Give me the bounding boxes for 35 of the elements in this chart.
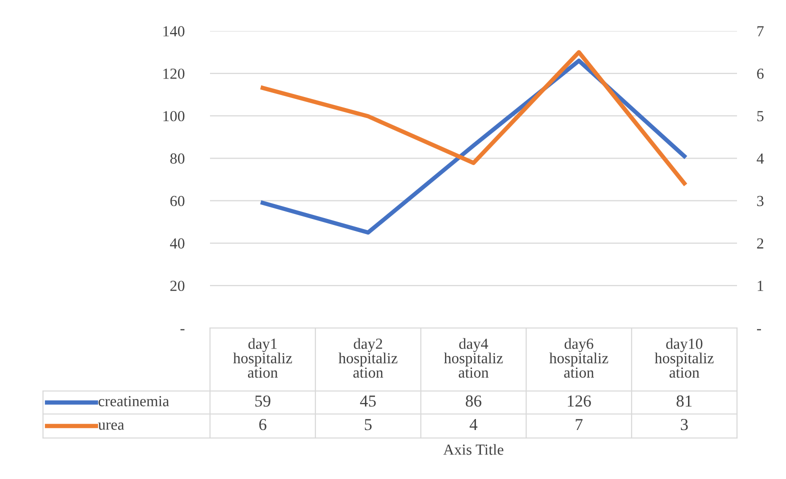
y-tick-label: 80	[170, 153, 184, 164]
y-tick-label: 140	[163, 26, 184, 36]
data-label: 6	[259, 418, 266, 430]
legend-label: urea	[98, 422, 124, 430]
y2-tick-label: 3	[757, 196, 764, 206]
x-axis-title: Axis Title	[443, 444, 504, 455]
y-tick-label: 40	[170, 238, 184, 249]
y2-tick-label: 7	[757, 26, 764, 36]
y2-tick-label: 5	[757, 111, 764, 122]
y-tick-label: -	[180, 329, 184, 330]
x-tick-label: day2 hospitalization	[338, 338, 398, 378]
y-tick-label: 20	[170, 280, 184, 292]
data-label: 86	[466, 395, 482, 407]
y-tick-label: 100	[163, 111, 184, 122]
y-tick-label: 120	[163, 68, 184, 79]
x-tick-label: day4 hospitalization	[444, 338, 503, 378]
y2-tick-label: 6	[757, 68, 764, 79]
x-tick-label: day10 hospitalization	[654, 338, 714, 378]
data-label: 7	[576, 419, 583, 430]
data-label: 81	[676, 395, 692, 407]
y2-tick-label: 1	[758, 280, 764, 291]
x-tick-label: day6 hospitalization	[549, 338, 608, 378]
line-series	[260, 50, 686, 186]
data-label: 126	[568, 395, 591, 407]
data-label: 5	[364, 419, 372, 430]
data-label: 45	[360, 396, 376, 407]
x-tick-label: day1 hospitalization	[233, 338, 292, 378]
y2-tick-label: 4	[756, 154, 764, 164]
data-label: 3	[680, 418, 688, 430]
y2-tick-label: -	[757, 329, 761, 330]
data-label: 59	[255, 395, 270, 407]
legend-label: creatinemia	[98, 396, 170, 406]
y2-tick-label: 2	[757, 238, 764, 248]
y-tick-label: 60	[170, 196, 184, 206]
data-label: 4	[470, 419, 478, 430]
